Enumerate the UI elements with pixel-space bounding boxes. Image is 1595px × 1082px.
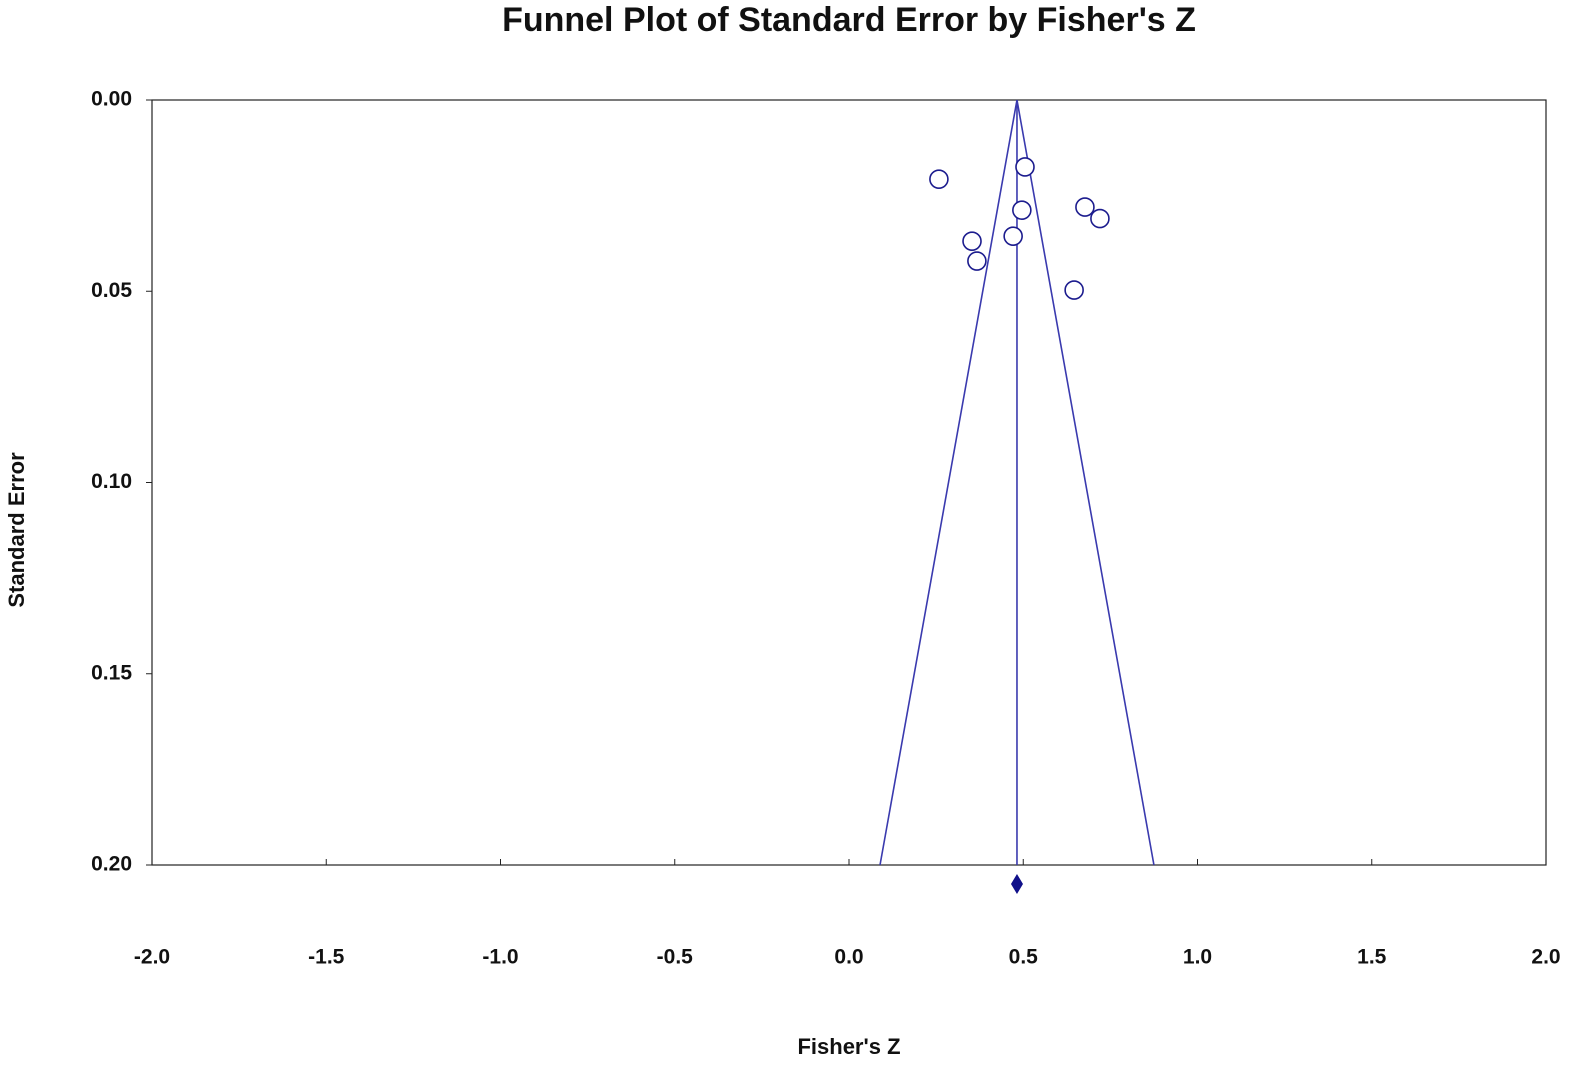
x-tick-label: 1.5 bbox=[1357, 946, 1387, 969]
y-tick-label: 0.00 bbox=[91, 88, 132, 111]
x-tick-label: 1.0 bbox=[1183, 946, 1212, 969]
x-tick-label: 2.0 bbox=[1531, 946, 1560, 969]
plot-frame bbox=[151, 99, 1547, 866]
point bbox=[1075, 197, 1095, 217]
point bbox=[967, 251, 987, 271]
x-tick-label: -1.0 bbox=[482, 946, 518, 969]
x-tick-label: -0.5 bbox=[657, 946, 694, 969]
funnel-right bbox=[1016, 99, 1155, 866]
y-tick-label: 0.15 bbox=[91, 661, 132, 684]
summary-diamond bbox=[1010, 874, 1023, 894]
x-tick-label: -1.5 bbox=[308, 946, 345, 969]
x-tick-label: 0.0 bbox=[834, 946, 863, 969]
funnel-left bbox=[879, 99, 1018, 866]
x-tick-label: -2.0 bbox=[134, 946, 170, 969]
point bbox=[1064, 280, 1084, 300]
x-tick-label: 0.5 bbox=[1009, 946, 1039, 969]
y-tick-label: 0.05 bbox=[91, 279, 132, 302]
x-axis-label: Fisher's Z bbox=[797, 1034, 900, 1059]
point bbox=[1003, 226, 1023, 246]
y-tick-label: 0.20 bbox=[91, 853, 132, 876]
point bbox=[929, 169, 949, 189]
point bbox=[962, 231, 982, 251]
y-tick-label: 0.10 bbox=[91, 470, 132, 493]
point bbox=[1012, 200, 1032, 220]
chart-title: Funnel Plot of Standard Error by Fisher'… bbox=[502, 1, 1196, 39]
point bbox=[1090, 208, 1110, 229]
y-axis-label: Standard Error bbox=[4, 452, 29, 608]
point bbox=[1015, 157, 1035, 177]
